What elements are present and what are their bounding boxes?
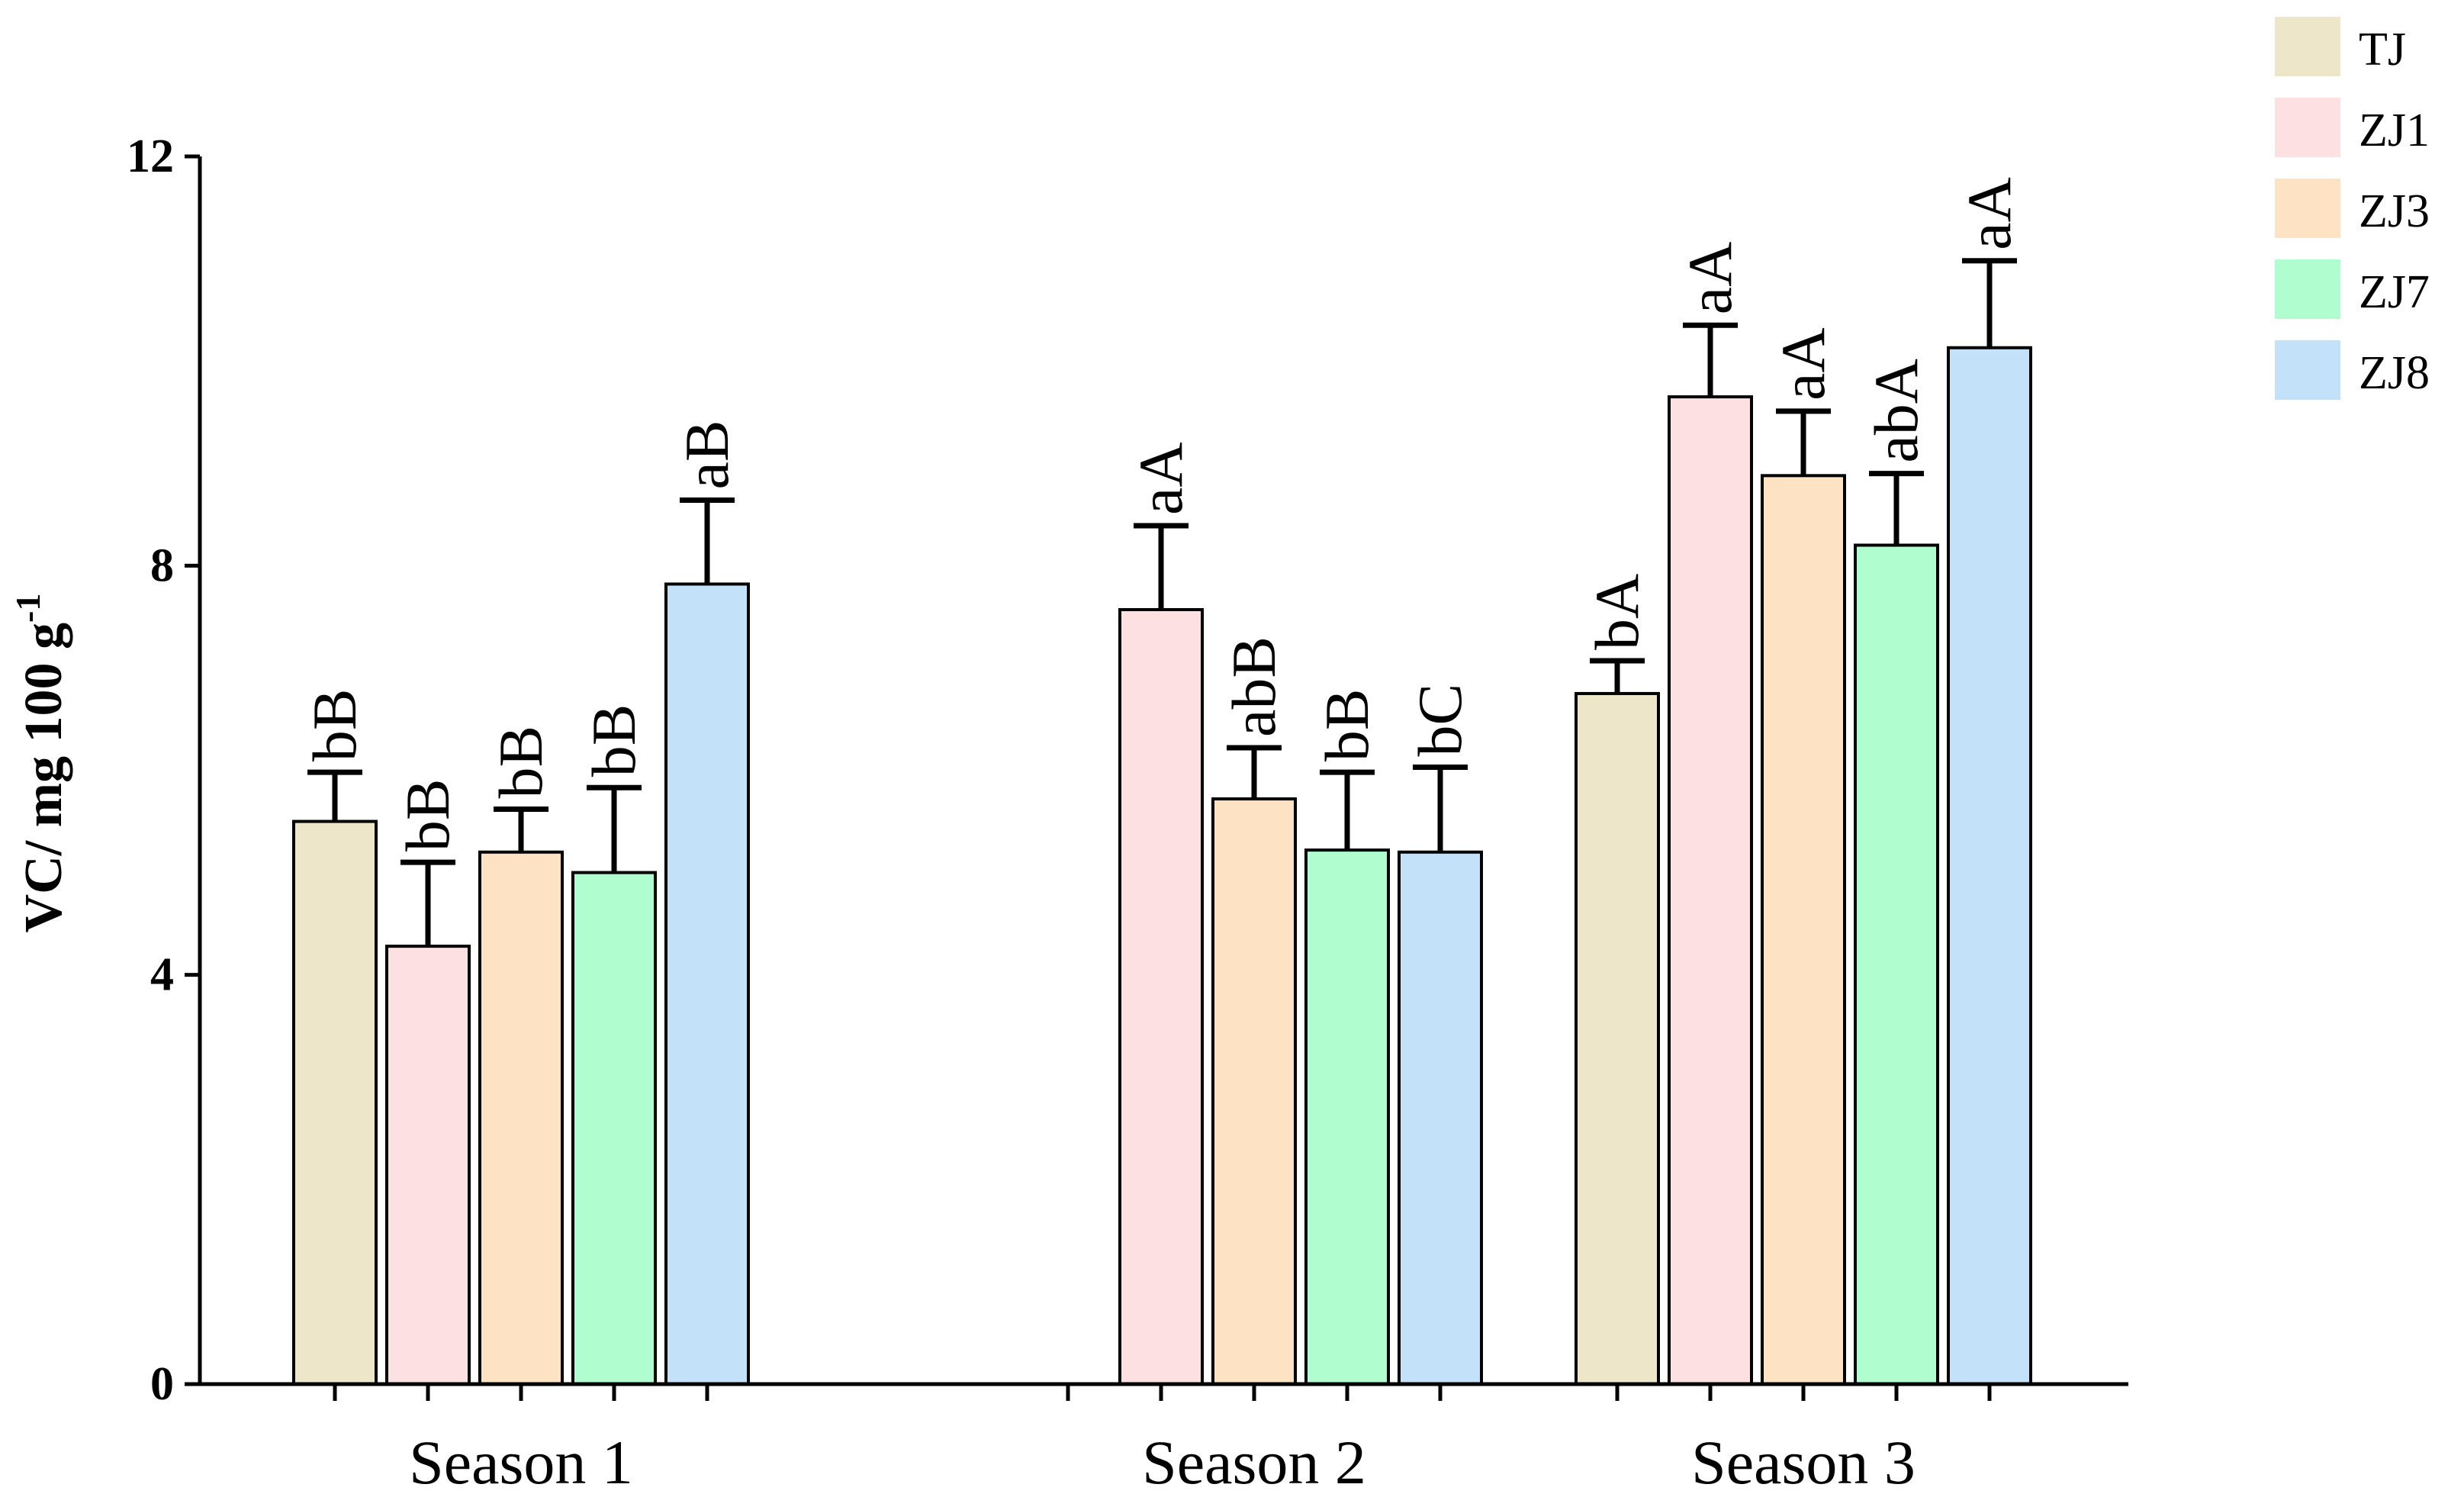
sig-label-season-3-tj: bA bbox=[1582, 574, 1652, 650]
legend-swatch-tj bbox=[2275, 17, 2340, 76]
bar-season-1-zj8 bbox=[664, 582, 750, 1386]
sig-label-season-1-zj8: aB bbox=[672, 420, 741, 489]
sig-label-season-2-zj3: abB bbox=[1219, 636, 1288, 737]
y-axis-title: VC/ mg 100 g-1 bbox=[8, 594, 73, 933]
bar-season-3-tj bbox=[1575, 691, 1660, 1386]
bar-season-3-zj1 bbox=[1668, 395, 1753, 1386]
x-tick-label-season-2: Season 2 bbox=[1142, 1428, 1366, 1497]
legend-label-zj7: ZJ7 bbox=[2359, 266, 2430, 318]
legend-label-zj1: ZJ1 bbox=[2359, 105, 2430, 156]
axes-layer: 0 4 8 12 Season 1 Season 2 Season 3 VC/ mg 100 … bbox=[8, 130, 2128, 1497]
y-tick-label-8: 8 bbox=[150, 539, 174, 591]
bar-season-1-tj bbox=[292, 819, 378, 1386]
sig-label-season-3-zj8: aA bbox=[1954, 177, 2024, 250]
sig-label-season-3-zj7: abA bbox=[1861, 359, 1931, 463]
sig-label-season-1-zj1: bB bbox=[393, 778, 462, 852]
sig-label-season-2-zj7: bB bbox=[1312, 688, 1382, 761]
y-tick-label-4: 4 bbox=[150, 949, 174, 1001]
sig-label-season-1-zj7: bB bbox=[579, 704, 648, 778]
bar-season-1-zj1 bbox=[385, 945, 471, 1386]
sig-label-season-2-zj1: aA bbox=[1126, 442, 1195, 515]
y-axis-title-text: VC/ mg 100 g bbox=[14, 623, 73, 932]
bar-season-2-zj3 bbox=[1211, 797, 1297, 1386]
bar-season-1-zj3 bbox=[478, 850, 564, 1386]
legend-swatch-zj1 bbox=[2275, 98, 2340, 157]
legend-label-tj: TJ bbox=[2359, 24, 2406, 76]
sig-label-season-1-zj3: bB bbox=[486, 726, 555, 799]
x-tick-label-season-1: Season 1 bbox=[409, 1428, 633, 1497]
bar-season-3-zj7 bbox=[1854, 543, 1939, 1386]
x-tick-label-season-3: Season 3 bbox=[1691, 1428, 1916, 1497]
sig-label-season-3-zj3: aA bbox=[1768, 327, 1838, 401]
sig-label-season-2-zj8: bC bbox=[1405, 684, 1475, 757]
bar-season-1-zj7 bbox=[571, 871, 657, 1386]
legend-label-zj8: ZJ8 bbox=[2359, 347, 2430, 399]
y-tick-label-12: 12 bbox=[127, 130, 174, 182]
y-tick-label-0: 0 bbox=[150, 1358, 174, 1410]
legend: TJ ZJ1 ZJ3 ZJ7 ZJ8 bbox=[2275, 17, 2430, 400]
bar-season-3-zj3 bbox=[1761, 474, 1846, 1386]
bar-season-2-zj8 bbox=[1398, 850, 1483, 1386]
legend-label-zj3: ZJ3 bbox=[2359, 185, 2430, 237]
significance-labels-layer: bB bB bB bB aB aA abB bB bC bA aA aA abA aA bbox=[300, 177, 2024, 852]
sig-label-season-1-tj: bB bbox=[300, 688, 369, 761]
bar-season-3-zj8 bbox=[1947, 346, 2032, 1386]
bar-season-2-zj7 bbox=[1304, 848, 1390, 1386]
bars-layer bbox=[292, 346, 2032, 1386]
error-bars-layer bbox=[307, 258, 2017, 947]
y-axis-title-superscript: -1 bbox=[8, 594, 47, 623]
legend-swatch-zj3 bbox=[2275, 179, 2340, 238]
legend-swatch-zj8 bbox=[2275, 340, 2340, 400]
bar-season-2-zj1 bbox=[1118, 607, 1204, 1386]
sig-label-season-3-zj1: aA bbox=[1675, 242, 1745, 315]
legend-swatch-zj7 bbox=[2275, 259, 2340, 319]
